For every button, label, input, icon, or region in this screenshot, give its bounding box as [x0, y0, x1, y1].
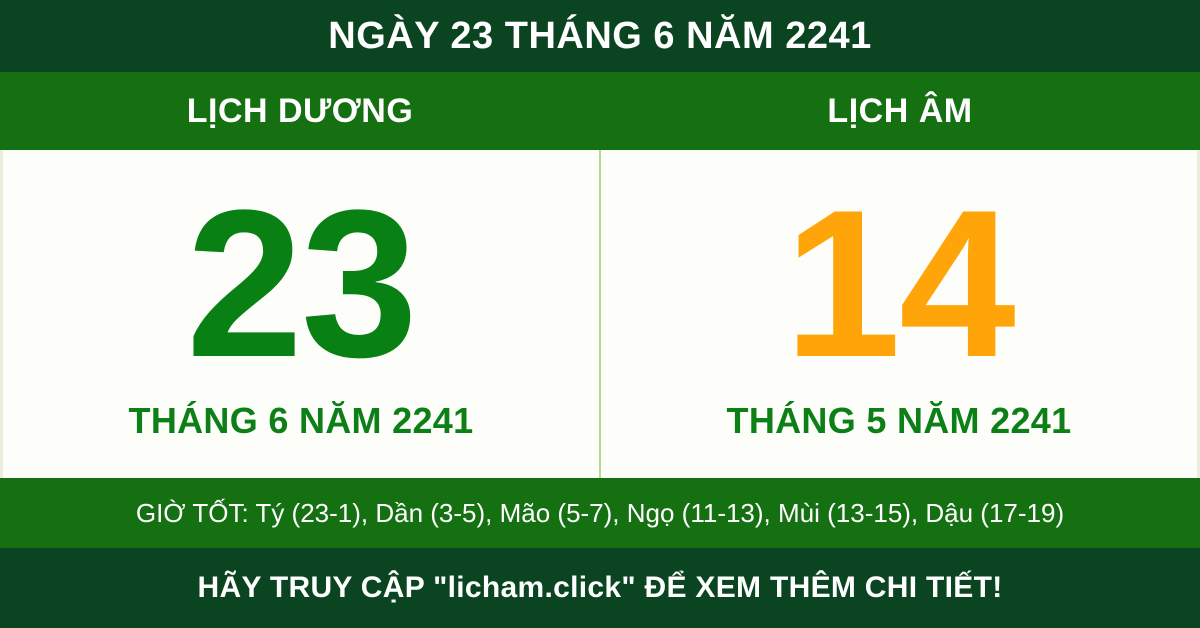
main-content-area: 23 THÁNG 6 NĂM 2241 14 THÁNG 5 NĂM 2241 [0, 150, 1200, 478]
panel-divider [599, 150, 601, 478]
page-title: NGÀY 23 THÁNG 6 NĂM 2241 [328, 15, 872, 57]
good-hours-band: GIỜ TỐT: Tý (23-1), Dần (3-5), Mão (5-7)… [0, 478, 1200, 548]
footer-cta-text: HÃY TRUY CẬP "licham.click" ĐỂ XEM THÊM … [197, 571, 1003, 604]
lunar-column-header: LỊCH ÂM [600, 72, 1200, 150]
solar-column-label: LỊCH DƯƠNG [186, 92, 414, 130]
lunar-day-number: 14 [784, 166, 1016, 402]
lunar-month-year-label: THÁNG 5 NĂM 2241 [726, 399, 1072, 441]
footer-band: HÃY TRUY CẬP "licham.click" ĐỂ XEM THÊM … [0, 548, 1200, 628]
lunar-column-label: LỊCH ÂM [827, 92, 973, 130]
header-band: NGÀY 23 THÁNG 6 NĂM 2241 [0, 0, 1200, 72]
solar-column-header: LỊCH DƯƠNG [0, 72, 600, 150]
solar-day-number: 23 [186, 166, 418, 402]
good-hours-text: GIỜ TỐT: Tý (23-1), Dần (3-5), Mão (5-7)… [135, 498, 1065, 528]
calendar-type-band: LỊCH DƯƠNG LỊCH ÂM [0, 72, 1200, 150]
solar-date-panel: 23 THÁNG 6 NĂM 2241 [3, 150, 599, 478]
solar-month-year-label: THÁNG 6 NĂM 2241 [128, 399, 474, 441]
lunar-date-panel: 14 THÁNG 5 NĂM 2241 [601, 150, 1197, 478]
